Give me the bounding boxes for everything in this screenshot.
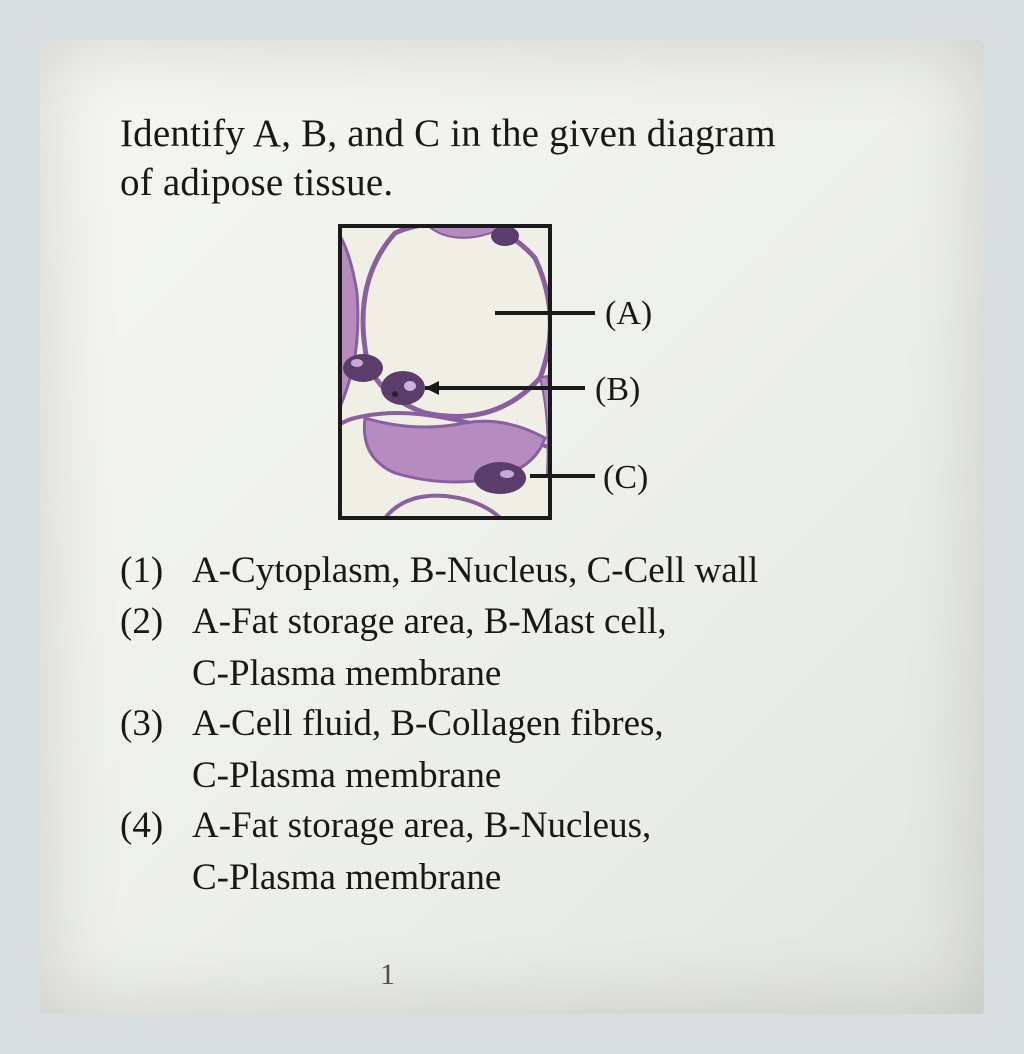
label-a: (A) <box>605 295 652 332</box>
option-text: A-Fat storage area, B-Nucleus, <box>192 801 910 851</box>
page-number: 1 <box>380 958 395 992</box>
option-2: (2) A-Fat storage area, B-Mast cell, <box>120 597 910 647</box>
diagram-svg: (A) (B) (C) <box>295 218 735 528</box>
option-num: (4) <box>120 801 192 851</box>
option-text: A-Cytoplasm, B-Nucleus, C-Cell wall <box>192 546 910 596</box>
label-b: (B) <box>595 371 640 408</box>
adipose-diagram: (A) (B) (C) <box>295 218 735 528</box>
option-3-cont: C-Plasma membrane <box>192 751 910 801</box>
option-4-cont: C-Plasma membrane <box>192 853 910 903</box>
option-num: (2) <box>120 597 192 647</box>
option-2-cont: C-Plasma membrane <box>192 649 910 699</box>
options-list: (1) A-Cytoplasm, B-Nucleus, C-Cell wall … <box>120 546 910 904</box>
diagram-container: (A) (B) (C) <box>120 218 910 528</box>
content-block: Identify A, B, and C in the given diagra… <box>120 110 910 903</box>
option-num: (3) <box>120 699 192 749</box>
question-text: Identify A, B, and C in the given diagra… <box>120 110 910 208</box>
label-c: (C) <box>603 459 648 496</box>
option-3: (3) A-Cell fluid, B-Collagen fibres, <box>120 699 910 749</box>
option-text: A-Cell fluid, B-Collagen fibres, <box>192 699 910 749</box>
question-line-2: of adipose tissue. <box>120 161 393 204</box>
option-text: A-Fat storage area, B-Mast cell, <box>192 597 910 647</box>
page: Identify A, B, and C in the given diagra… <box>40 40 984 1014</box>
option-4: (4) A-Fat storage area, B-Nucleus, <box>120 801 910 851</box>
option-1: (1) A-Cytoplasm, B-Nucleus, C-Cell wall <box>120 546 910 596</box>
option-num: (1) <box>120 546 192 596</box>
question-line-1: Identify A, B, and C in the given diagra… <box>120 112 776 155</box>
